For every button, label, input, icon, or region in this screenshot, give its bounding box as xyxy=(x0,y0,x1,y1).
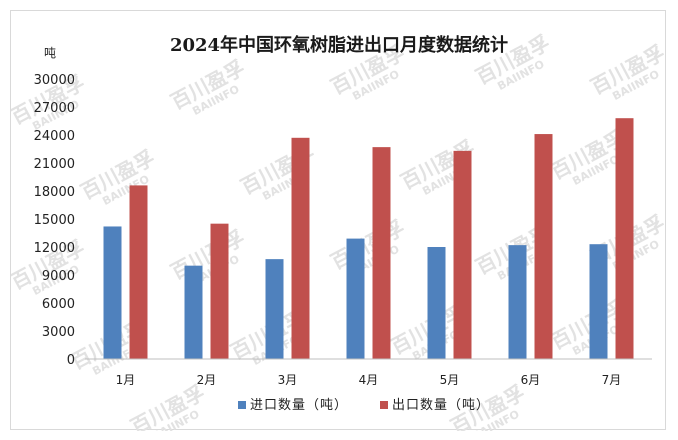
y-axis-ticks: 0 3000 6000 9000 12000 15000 18000 21000 24000 27… xyxy=(34,73,75,368)
chart-frame: 百川盈孚 BAIINFO 百川盈孚 BAIINFO 百川盈孚 BAIINFO 百川盈孚 BAI… xyxy=(10,10,667,431)
legend-swatch-import xyxy=(238,401,246,409)
y-tick-label: 24000 xyxy=(34,129,75,144)
x-tick-label: 2月 xyxy=(197,373,217,387)
bar-import xyxy=(427,247,446,359)
y-tick-label: 30000 xyxy=(34,73,75,88)
x-tick-label: 6月 xyxy=(521,373,541,387)
x-tick-label: 3月 xyxy=(278,373,298,387)
y-tick-label: 18000 xyxy=(34,185,75,200)
legend: 进口数量（吨） 出口数量（吨） xyxy=(238,398,490,413)
bar-import xyxy=(103,226,122,359)
y-tick-label: 15000 xyxy=(34,213,75,228)
bars xyxy=(103,118,634,359)
legend-label-export: 出口数量（吨） xyxy=(392,398,490,413)
x-tick-label: 5月 xyxy=(440,373,460,387)
bar-export xyxy=(372,147,391,359)
x-tick-label: 1月 xyxy=(116,373,136,387)
bar-export xyxy=(534,134,553,359)
y-tick-label: 9000 xyxy=(42,269,75,284)
y-tick-label: 0 xyxy=(67,353,75,368)
bar-import xyxy=(184,265,203,359)
x-axis-labels: 1月 2月 3月 4月 5月 6月 7月 xyxy=(116,373,622,387)
bar-export xyxy=(210,223,229,359)
bar-import xyxy=(346,238,365,359)
x-tick-label: 4月 xyxy=(359,373,379,387)
y-tick-label: 6000 xyxy=(42,297,75,312)
bar-export xyxy=(291,137,310,359)
bar-export xyxy=(129,185,148,359)
x-tick-label: 7月 xyxy=(602,373,622,387)
legend-label-import: 进口数量（吨） xyxy=(250,398,348,413)
bar-export xyxy=(615,118,634,359)
bar-export xyxy=(453,150,472,359)
y-tick-label: 12000 xyxy=(34,241,75,256)
legend-swatch-export xyxy=(380,401,388,409)
y-axis-unit-label: 吨 xyxy=(44,46,56,60)
y-tick-label: 3000 xyxy=(42,325,75,340)
y-tick-label: 27000 xyxy=(34,101,75,116)
bar-import xyxy=(508,245,527,359)
bar-import xyxy=(265,259,284,359)
bar-import xyxy=(589,244,608,359)
y-tick-label: 21000 xyxy=(34,157,75,172)
chart-title: 2024年中国环氧树脂进出口月度数据统计 xyxy=(170,34,508,56)
